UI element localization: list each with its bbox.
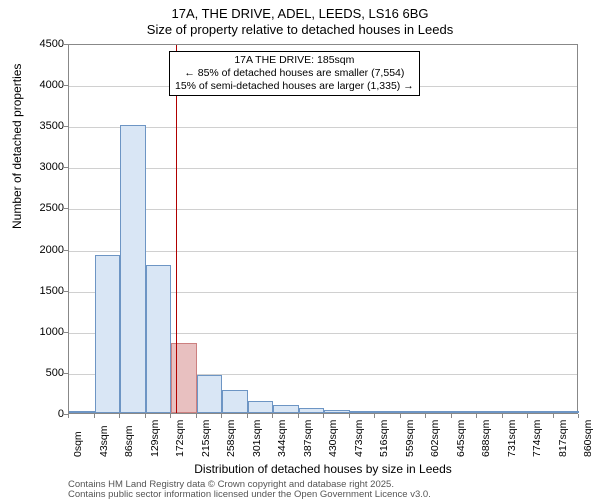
xtick-mark: [323, 414, 324, 418]
histogram-bar: [528, 411, 554, 413]
xtick-label: 43sqm: [98, 425, 110, 457]
ytick-mark: [64, 85, 68, 86]
xtick-label: 774sqm: [531, 420, 543, 457]
xtick-label: 344sqm: [276, 420, 288, 457]
xtick-label: 688sqm: [480, 420, 492, 457]
xtick-mark: [476, 414, 477, 418]
ytick-label: 1500: [34, 285, 64, 297]
histogram-bar: [95, 255, 121, 413]
xtick-mark: [451, 414, 452, 418]
xtick-mark: [400, 414, 401, 418]
ytick-mark: [64, 208, 68, 209]
xtick-label: 860sqm: [582, 420, 594, 457]
histogram-bar: [477, 411, 503, 413]
ytick-label: 1000: [34, 326, 64, 338]
ytick-label: 3000: [34, 161, 64, 173]
histogram-bar: [120, 125, 146, 413]
ytick-mark: [64, 373, 68, 374]
xtick-mark: [527, 414, 528, 418]
ytick-label: 3500: [34, 120, 64, 132]
xtick-label: 602sqm: [429, 420, 441, 457]
histogram-bar-highlight: [171, 343, 197, 413]
xtick-mark: [68, 414, 69, 418]
histogram-bar: [375, 411, 401, 413]
ytick-label: 4000: [34, 79, 64, 91]
attribution-line2: Contains public sector information licen…: [68, 490, 431, 500]
xtick-mark: [221, 414, 222, 418]
xtick-label: 430sqm: [327, 420, 339, 457]
xtick-label: 258sqm: [225, 420, 237, 457]
ytick-mark: [64, 44, 68, 45]
xtick-mark: [298, 414, 299, 418]
xtick-mark: [94, 414, 95, 418]
xtick-label: 129sqm: [149, 420, 161, 457]
histogram-bar: [554, 411, 580, 413]
reference-line: [176, 45, 177, 413]
chart-title-address: 17A, THE DRIVE, ADEL, LEEDS, LS16 6BG: [0, 6, 600, 21]
xtick-mark: [502, 414, 503, 418]
annotation-box: 17A THE DRIVE: 185sqm← 85% of detached h…: [169, 51, 420, 96]
ytick-label: 500: [34, 367, 64, 379]
annotation-line2: ← 85% of detached houses are smaller (7,…: [175, 67, 414, 80]
histogram-bar: [69, 411, 95, 413]
y-axis-title: Number of detached properties: [10, 64, 24, 229]
histogram-bar: [401, 411, 427, 413]
histogram-bar: [222, 390, 248, 413]
ytick-mark: [64, 167, 68, 168]
xtick-label: 387sqm: [302, 420, 314, 457]
ytick-mark: [64, 332, 68, 333]
plot-area: 17A THE DRIVE: 185sqm← 85% of detached h…: [68, 44, 578, 414]
ytick-mark: [64, 250, 68, 251]
x-axis-title: Distribution of detached houses by size …: [68, 462, 578, 476]
xtick-label: 0sqm: [72, 431, 84, 457]
xtick-mark: [247, 414, 248, 418]
xtick-label: 817sqm: [557, 420, 569, 457]
xtick-label: 86sqm: [123, 425, 135, 457]
histogram-bar: [197, 375, 223, 413]
xtick-label: 559sqm: [404, 420, 416, 457]
histogram-bar: [503, 411, 529, 413]
histogram-bar: [273, 405, 299, 413]
xtick-label: 645sqm: [455, 420, 467, 457]
xtick-mark: [553, 414, 554, 418]
ytick-mark: [64, 291, 68, 292]
histogram-bar: [350, 411, 376, 413]
ytick-label: 2000: [34, 244, 64, 256]
histogram-bar: [146, 265, 172, 413]
xtick-label: 215sqm: [200, 420, 212, 457]
histogram-bar: [426, 411, 452, 413]
xtick-label: 516sqm: [378, 420, 390, 457]
ytick-label: 2500: [34, 202, 64, 214]
xtick-mark: [170, 414, 171, 418]
property-size-histogram: 17A, THE DRIVE, ADEL, LEEDS, LS16 6BG Si…: [0, 0, 600, 500]
xtick-mark: [425, 414, 426, 418]
xtick-label: 731sqm: [506, 420, 518, 457]
xtick-mark: [578, 414, 579, 418]
ytick-mark: [64, 126, 68, 127]
histogram-bar: [248, 401, 274, 413]
xtick-mark: [119, 414, 120, 418]
xtick-mark: [349, 414, 350, 418]
xtick-label: 473sqm: [353, 420, 365, 457]
histogram-bar: [324, 410, 350, 413]
chart-title-subtitle: Size of property relative to detached ho…: [0, 22, 600, 37]
xtick-label: 172sqm: [174, 420, 186, 457]
ytick-label: 4500: [34, 38, 64, 50]
histogram-bar: [452, 411, 478, 413]
attribution-text: Contains HM Land Registry data © Crown c…: [68, 480, 431, 501]
histogram-bar: [299, 408, 325, 413]
ytick-label: 0: [34, 408, 64, 420]
xtick-mark: [272, 414, 273, 418]
annotation-line1: 17A THE DRIVE: 185sqm: [175, 54, 414, 67]
xtick-mark: [374, 414, 375, 418]
xtick-mark: [196, 414, 197, 418]
xtick-mark: [145, 414, 146, 418]
xtick-label: 301sqm: [251, 420, 263, 457]
annotation-line3: 15% of semi-detached houses are larger (…: [175, 80, 414, 93]
